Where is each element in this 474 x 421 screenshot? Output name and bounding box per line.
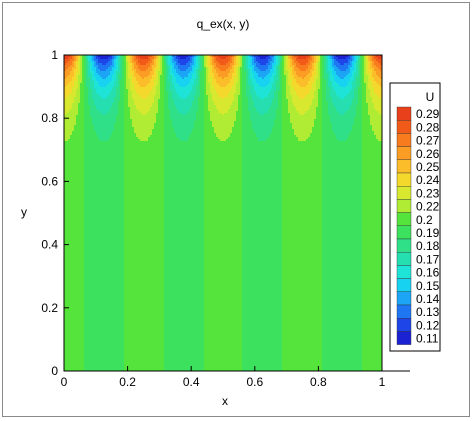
chart-title: q_ex(x, y) bbox=[197, 17, 250, 31]
contour-field bbox=[64, 55, 382, 371]
